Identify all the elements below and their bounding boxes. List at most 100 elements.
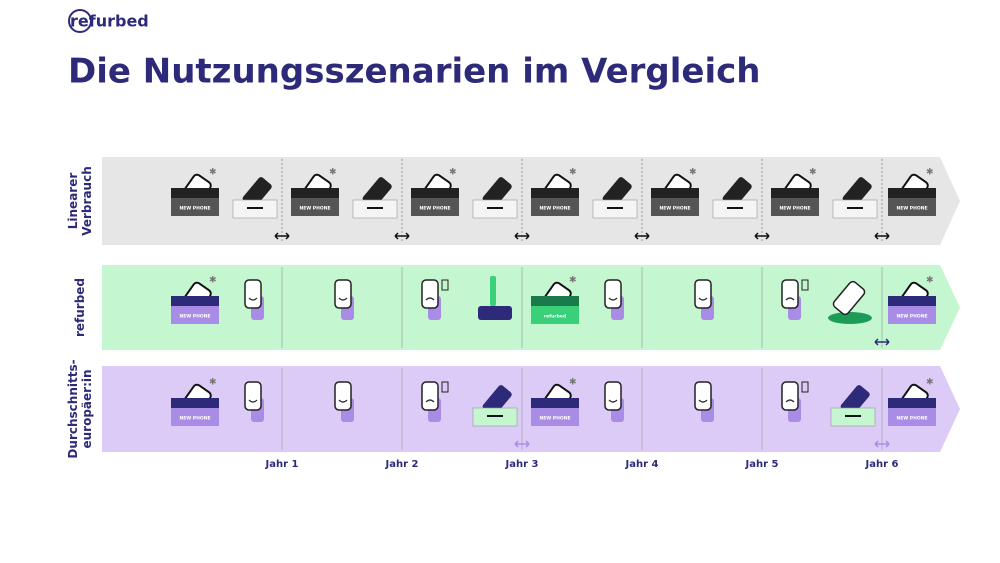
face [785,399,795,403]
new-phone-box: NEW PHONE ✱ [771,168,819,216]
hand-phone [604,279,624,320]
row-label: Durchschnitts-europäer:in [66,359,94,458]
box-top [291,188,339,198]
hand-phone [421,279,449,320]
face [425,399,435,403]
row-label: LinearerVerbrauch [66,166,94,236]
box-front [888,408,936,426]
box-front [888,198,936,216]
row-label-line: refurbed [73,278,87,337]
hand-phone [604,381,624,422]
new-phone-box: NEW PHONE ✱ [411,168,459,216]
face [338,399,348,403]
interval-arrow [634,232,650,240]
row-label-line: Verbrauch [80,166,94,236]
new-phone-box: NEW PHONE ✱ [888,168,936,216]
box-top [888,296,936,306]
box-label: NEW PHONE [896,314,927,320]
box-label: NEW PHONE [179,206,210,212]
drawer-icon [472,177,518,219]
new-phone-box: refurbed ✱ [531,276,579,324]
hand-phone [781,381,809,422]
hand-phone [244,381,264,422]
logo: refurbed [68,9,149,33]
year-label: Jahr 2 [385,459,419,470]
interval-arrow [874,232,890,240]
drawer-icon [832,177,878,219]
phone [334,381,352,411]
box-top [531,296,579,306]
repair-icon [478,276,512,320]
interval-arrow [754,232,770,240]
new-phone-box: NEW PHONE ✱ [171,378,219,426]
hand-phone [334,381,354,422]
box-label: NEW PHONE [539,416,570,422]
box-front [531,408,579,426]
sparkle: ✱ [689,168,697,178]
box-top [411,188,459,198]
box-label: NEW PHONE [179,314,210,320]
box-label: NEW PHONE [179,416,210,422]
row-label-line: europäer:in [80,369,94,448]
face [248,399,258,403]
phone [832,280,866,316]
sparkle: ✱ [329,168,337,178]
box-front [411,198,459,216]
year-label: Jahr 4 [625,459,659,470]
box-front [531,306,579,324]
hand-phone [694,279,714,320]
drawer-icon [592,177,638,219]
box-top [888,398,936,408]
sparkle: ✱ [209,168,217,178]
box-label: NEW PHONE [779,206,810,212]
box-front [651,198,699,216]
logo-ring [68,9,92,33]
new-phone-box: NEW PHONE ✱ [171,168,219,216]
box-label: NEW PHONE [659,206,690,212]
box-front [291,198,339,216]
face [338,297,348,301]
sparkle: ✱ [569,168,577,178]
face [608,399,618,403]
screwdriver [490,276,496,306]
sparkle: ✱ [569,378,577,388]
interval-arrow [874,440,890,448]
hand-phone [694,381,714,422]
row-label: refurbed [73,278,87,337]
sparkle: ✱ [926,276,934,286]
logo-text: refurbed [70,12,149,31]
box-front [171,198,219,216]
phone [781,381,799,411]
hand-phone [244,279,264,320]
box-top [531,188,579,198]
face [698,297,708,301]
hand-phone [334,279,354,320]
phone [604,279,622,309]
phone [244,381,262,411]
new-phone-box: NEW PHONE ✱ [888,378,936,426]
year-label: Jahr 3 [505,459,539,470]
hand-phone [421,381,449,422]
phone [244,279,262,309]
box-label: NEW PHONE [419,206,450,212]
box-top [171,188,219,198]
new-phone-box: NEW PHONE ✱ [888,276,936,324]
interval-arrow [514,232,530,240]
disc [828,312,872,324]
phone [421,279,439,309]
year-label: Jahr 6 [865,459,899,470]
interval-arrow [274,232,290,240]
new-phone-box: NEW PHONE ✱ [651,168,699,216]
phone [694,381,712,411]
box-label: NEW PHONE [539,206,570,212]
box-top [888,188,936,198]
broken-phone [828,280,872,324]
sparkle: ✱ [926,378,934,388]
drawer-icon [830,385,876,427]
sparkle: ✱ [926,168,934,178]
sparkle: ✱ [209,276,217,286]
box-front [171,306,219,324]
phone [604,381,622,411]
box-front [171,408,219,426]
